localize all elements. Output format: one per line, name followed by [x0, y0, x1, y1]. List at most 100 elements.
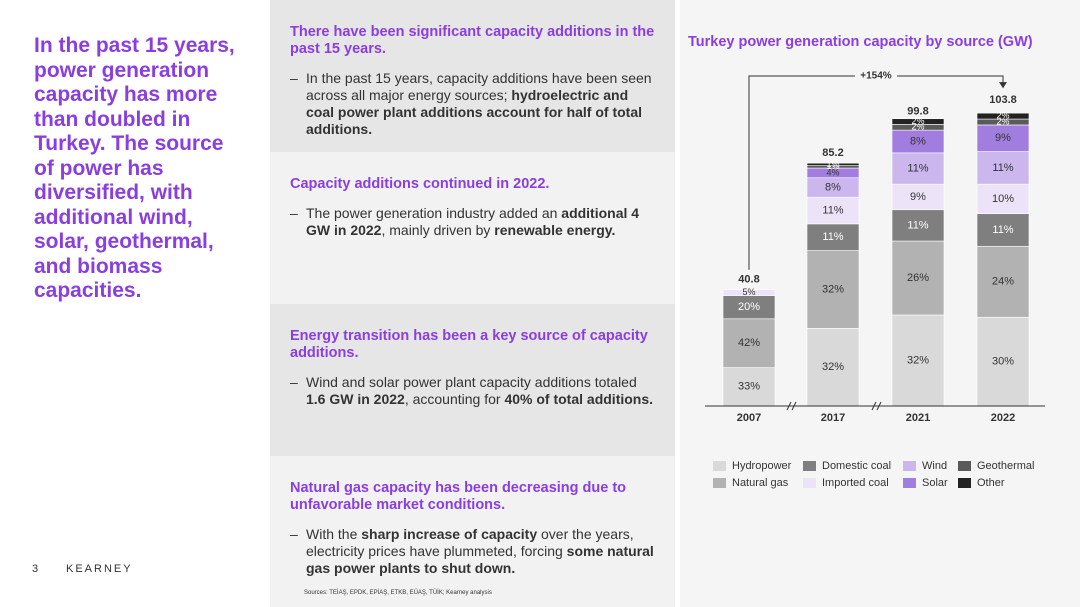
- total-label: 99.8: [907, 105, 928, 117]
- legend-label: Domestic coal: [822, 460, 891, 472]
- segment-label: 4%: [826, 167, 839, 177]
- segment-label: 42%: [738, 337, 760, 349]
- section-body: With the sharp increase of capacity over…: [290, 526, 655, 577]
- bar-segment: [976, 151, 1030, 185]
- legend-swatch: [958, 478, 971, 488]
- bar-segment: [976, 112, 1030, 120]
- section-body: In the past 15 years, capacity additions…: [290, 70, 655, 138]
- legend-label: Solar: [922, 477, 948, 489]
- segment-label: 11%: [907, 162, 928, 174]
- body-text: hydroelectric and coal power plant addit…: [306, 87, 643, 137]
- bar-segment: [891, 118, 945, 125]
- bar-segment: [806, 327, 860, 407]
- segment-label: 9%: [910, 191, 926, 203]
- x-tick-label: 2022: [991, 412, 1015, 424]
- legend-swatch: [713, 461, 726, 471]
- segment-label: 2%: [996, 110, 1009, 120]
- x-tick-label: 2021: [906, 412, 930, 424]
- segment-label: 20%: [738, 301, 760, 313]
- axis-break: [786, 401, 797, 411]
- bar-segment: [891, 240, 945, 316]
- legend-swatch: [958, 461, 971, 471]
- axis-break: [871, 401, 882, 411]
- text-section: Capacity additions continued in 2022. The…: [270, 152, 675, 304]
- segment-label: 33%: [738, 381, 760, 393]
- bar-segment: [891, 314, 945, 407]
- body-text: over the years, electricity prices have …: [306, 526, 634, 559]
- body-text: renewable energy.: [494, 222, 616, 238]
- segment-label: 11%: [822, 204, 843, 216]
- legend-swatch: [713, 478, 726, 488]
- body-text: sharp increase of capacity: [361, 526, 538, 542]
- section-heading: Natural gas capacity has been decreasing…: [290, 480, 627, 513]
- chart: Turkey power generation capacity by sour…: [680, 0, 1080, 607]
- bar-segment: [806, 223, 860, 251]
- bar-segment: [806, 162, 860, 166]
- bar-segment: [891, 209, 945, 242]
- legend-swatch: [903, 461, 916, 471]
- section-body: The power generation industry added an a…: [290, 205, 655, 239]
- total-label: 85.2: [822, 147, 843, 159]
- segment-label: 32%: [907, 354, 929, 366]
- segment-label: 2%: [996, 116, 1009, 126]
- segment-label: 11%: [992, 162, 1013, 174]
- segment-label: 11%: [907, 219, 928, 231]
- legend-label: Wind: [922, 460, 947, 472]
- headline: In the past 15 years, power generation c…: [34, 34, 235, 302]
- x-tick-label: 2017: [821, 412, 845, 424]
- segment-label: 24%: [992, 276, 1014, 288]
- text-section: Energy transition has been a key source …: [270, 304, 675, 456]
- segment-label: 8%: [910, 135, 926, 147]
- annotation: +154%: [860, 71, 892, 82]
- bar-segment: [722, 367, 776, 407]
- legend-label: Geothermal: [977, 460, 1034, 472]
- body-text: some natural gas power plants to shut do…: [306, 543, 654, 576]
- arrow-head: [999, 82, 1007, 89]
- legend-label: Other: [977, 477, 1005, 489]
- legend-label: Natural gas: [732, 477, 789, 489]
- bar-segment: [891, 183, 945, 211]
- segment-label: 32%: [822, 361, 844, 373]
- body-text: , mainly driven by: [381, 222, 495, 238]
- segment-label: 2%: [911, 116, 924, 126]
- segment-label: 2%: [911, 122, 924, 132]
- section-heading: There have been significant capacity add…: [290, 24, 655, 57]
- bar-segment: [722, 318, 776, 368]
- segment-label: 30%: [992, 356, 1014, 368]
- total-label: 40.8: [738, 274, 759, 286]
- section-heading: Capacity additions continued in 2022.: [290, 176, 550, 192]
- text-section: Natural gas capacity has been decreasing…: [270, 456, 675, 607]
- legend-swatch: [903, 478, 916, 488]
- segment-label: 9%: [995, 132, 1011, 144]
- bar-segment: [891, 152, 945, 185]
- segment-label: 1%: [826, 161, 839, 171]
- bar-segment: [976, 316, 1030, 407]
- legend-label: Hydropower: [732, 460, 792, 472]
- segment-label: 26%: [907, 272, 929, 284]
- section-body: Wind and solar power plant capacity addi…: [290, 374, 655, 408]
- text-section: There have been significant capacity add…: [270, 0, 675, 152]
- brand: KEARNEY: [66, 563, 133, 575]
- body-text: 40% of total additions.: [504, 391, 654, 407]
- chart-title: Turkey power generation capacity by sour…: [688, 34, 1033, 50]
- bar-segment: [722, 289, 776, 296]
- bar-segment: [806, 250, 860, 329]
- section-heading: Energy transition has been a key source …: [290, 328, 648, 361]
- bar-segment: [976, 124, 1030, 152]
- body-text: 1.6 GW in 2022: [306, 391, 405, 407]
- segment-label: 10%: [992, 193, 1014, 205]
- bar-segment: [976, 245, 1030, 318]
- body-text: , accounting for: [404, 391, 505, 407]
- page-number: 3: [32, 563, 39, 575]
- body-text: With the: [306, 526, 362, 542]
- bar-segment: [806, 196, 860, 225]
- legend-label: Imported coal: [822, 477, 889, 489]
- segment-label: 1%: [826, 159, 839, 169]
- sources: Sources: TEİAŞ, EPDK, EPİAŞ, ETKB, EÜAŞ,…: [304, 590, 492, 596]
- segment-label: 32%: [822, 283, 844, 295]
- total-label: 103.8: [989, 94, 1017, 106]
- x-tick-label: 2007: [737, 412, 761, 424]
- body-text: additional 4 GW in 2022: [306, 205, 640, 238]
- legend-swatch: [803, 461, 816, 471]
